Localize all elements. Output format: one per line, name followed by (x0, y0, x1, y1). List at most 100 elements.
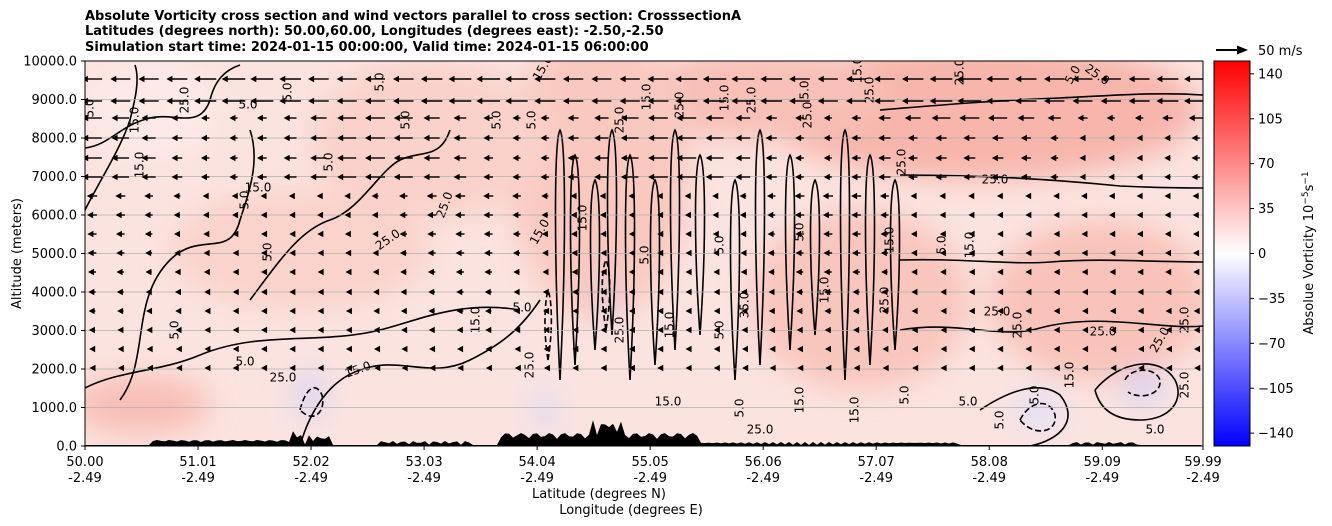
wind-vector-head (599, 211, 606, 219)
wind-vector-head (1079, 134, 1086, 142)
wind-vector-head (713, 268, 720, 276)
wind-vector-head (1072, 75, 1079, 83)
wind-vector-head (373, 288, 380, 296)
wind-vector-head (1193, 326, 1200, 334)
contour-label: 25.0 (895, 149, 909, 176)
wind-vector-head (878, 114, 885, 122)
contour-label: 5.0 (525, 110, 539, 129)
wind-vector-head (372, 230, 379, 238)
wind-vector-head (476, 75, 483, 83)
wind-vector-head (594, 114, 601, 122)
contour-label: 5.0 (322, 152, 336, 171)
wind-vector-head (929, 97, 936, 105)
wind-vector-head (1110, 326, 1117, 334)
wind-vector-head (256, 134, 263, 142)
contour-line (784, 153, 796, 351)
wind-vector-head (957, 97, 964, 105)
wind-vector-head (261, 364, 268, 372)
wind-vector-head (534, 75, 541, 83)
contour-line (589, 178, 601, 351)
wind-vector-head (1109, 249, 1116, 257)
wind-vector-head (760, 97, 767, 105)
contour-label: 25.0 (747, 423, 774, 437)
contour-label: 5.0 (168, 320, 182, 339)
wind-vector-head (676, 134, 683, 142)
wind-vector-head (117, 345, 124, 353)
wind-vector-head (1015, 75, 1022, 83)
y-axis-label: Altitude (meters) (10, 198, 25, 309)
x-tick-label-lon: -2.49 (972, 471, 1006, 486)
wind-vector-head (823, 268, 830, 276)
wind-vector-head (685, 364, 692, 372)
wind-vector-head (289, 268, 296, 276)
contour-line (299, 299, 541, 446)
wind-vector-head (823, 173, 830, 181)
contour-line (899, 258, 1203, 264)
wind-vector-head (426, 211, 433, 219)
wind-vector-head (141, 134, 148, 142)
wind-vector-head (685, 268, 692, 276)
wind-vector-head (1165, 288, 1172, 296)
wind-vector-head (174, 288, 181, 296)
wind-vector-head (940, 288, 947, 296)
wind-vector-head (648, 114, 655, 122)
wind-vector-head (939, 211, 946, 219)
wind-vector-head (89, 345, 96, 353)
wind-vector-head (997, 345, 1004, 353)
wind-vector-head (115, 192, 122, 200)
wind-vector-head (194, 97, 201, 105)
wind-vector-head (1194, 364, 1201, 372)
wind-vector-head (232, 345, 239, 353)
wind-vector-head (166, 75, 173, 83)
wind-vector-head (731, 97, 738, 105)
contour-label: 25.0 (953, 59, 967, 86)
wind-vector-head (260, 211, 267, 219)
contour-label: 5.0 (238, 190, 252, 209)
grid-lines (85, 99, 1203, 408)
wind-vector-head (1192, 230, 1199, 238)
contour-line (606, 128, 618, 336)
wind-vectors (85, 75, 1203, 372)
wind-vector-head (85, 134, 89, 142)
wind-vector-head (851, 192, 858, 200)
wind-vector-head (261, 307, 268, 315)
colorbar-tick-label: 70 (1258, 157, 1275, 172)
wind-vector-head (175, 307, 182, 315)
wind-vector-head (846, 97, 853, 105)
wind-vector-head (141, 173, 148, 181)
wind-vector-head (365, 154, 372, 162)
wind-vector-head (657, 249, 664, 257)
wind-vector-head (423, 154, 430, 162)
wind-vector-head (1050, 134, 1057, 142)
wind-vector-head (453, 154, 460, 162)
colorbar-tick-label: 0 (1258, 247, 1266, 262)
wind-vector-head (144, 192, 151, 200)
wind-vector-head (540, 154, 547, 162)
wind-vector-head (1184, 97, 1191, 105)
wind-vector-head (675, 97, 682, 105)
wind-vector-head (146, 307, 153, 315)
wind-vector-head (594, 173, 601, 181)
colorbar-tick-label: −35 (1258, 292, 1285, 307)
wind-vector-head (365, 173, 372, 181)
wind-vector-head (1136, 230, 1143, 238)
wind-vector-head (1162, 114, 1169, 122)
wind-vector-head (85, 154, 89, 162)
wind-vector-head (628, 192, 635, 200)
wind-vector-head (116, 288, 123, 296)
x-tick-label-lon: -2.49 (746, 471, 780, 486)
wind-vector-head (317, 345, 324, 353)
wind-vector-head (600, 249, 607, 257)
wind-vector-head (485, 326, 492, 334)
wind-vector-head (846, 75, 853, 83)
wind-vector-head (882, 364, 889, 372)
wind-vector-head (1020, 154, 1027, 162)
wind-vector-head (1082, 364, 1089, 372)
contour-label: 15.0 (576, 205, 590, 232)
wind-vector-head (880, 230, 887, 238)
x-tick-label-lon: -2.49 (520, 471, 554, 486)
wind-vector-head (337, 114, 344, 122)
wind-vector-head (571, 230, 578, 238)
wind-vector-head (740, 249, 747, 257)
wind-vector-head (145, 268, 152, 276)
